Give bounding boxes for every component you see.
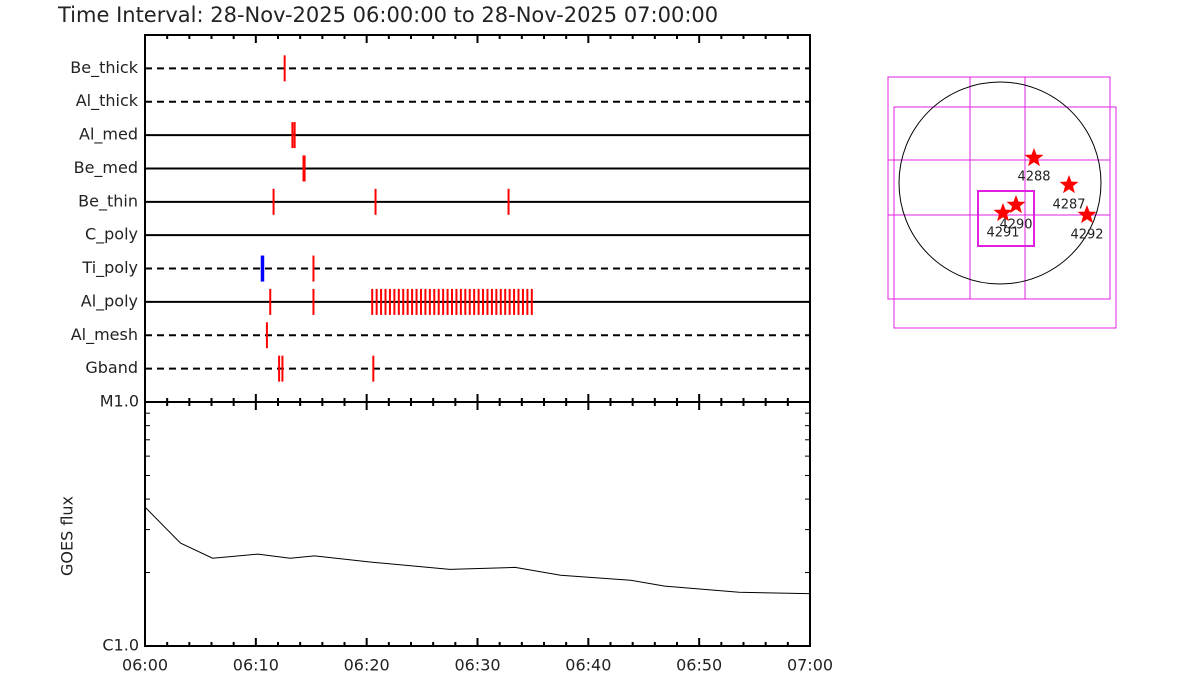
x-tick-label: 06:50 bbox=[676, 656, 722, 675]
row-label: Be_thick bbox=[70, 58, 138, 78]
region-label: 4287 bbox=[1052, 198, 1085, 213]
solar-limb bbox=[898, 81, 1102, 285]
row-label: Al_mesh bbox=[71, 325, 138, 345]
region-star bbox=[1077, 205, 1097, 224]
row-label: Be_med bbox=[74, 158, 138, 178]
fov-box bbox=[887, 76, 1111, 300]
x-tick-label: 06:40 bbox=[565, 656, 611, 675]
y-tick-label: M1.0 bbox=[100, 392, 139, 411]
panel-frame bbox=[144, 34, 811, 403]
row-label: Be_thin bbox=[78, 191, 138, 211]
region-star bbox=[1024, 148, 1044, 167]
chart-title: Time Interval: 28-Nov-2025 06:00:00 to 2… bbox=[57, 3, 718, 27]
panel-frame bbox=[144, 401, 811, 647]
row-label: Gband bbox=[85, 358, 138, 377]
region-label: 4291 bbox=[986, 226, 1019, 241]
row-label: Al_med bbox=[79, 125, 138, 145]
x-tick-label: 06:10 bbox=[233, 656, 279, 675]
goes-curve bbox=[144, 506, 810, 595]
x-tick-label: 06:30 bbox=[454, 656, 500, 675]
y-axis-label: GOES flux bbox=[58, 496, 77, 576]
row-label: Al_thick bbox=[76, 91, 139, 111]
region-star bbox=[1006, 195, 1026, 214]
fov-box bbox=[977, 190, 1035, 247]
region-star bbox=[1059, 175, 1079, 194]
y-tick-label: C1.0 bbox=[102, 636, 139, 655]
row-label: Al_poly bbox=[81, 291, 138, 311]
row-label: Ti_poly bbox=[81, 258, 138, 278]
region-label: 4288 bbox=[1017, 170, 1050, 185]
x-tick-label: 06:20 bbox=[344, 656, 390, 675]
sun-map bbox=[887, 76, 1117, 329]
region-star bbox=[993, 203, 1013, 222]
region-label: 4290 bbox=[999, 218, 1032, 233]
x-tick-label: 07:00 bbox=[787, 656, 833, 675]
fov-box bbox=[893, 106, 1117, 329]
x-tick-label: 06:00 bbox=[122, 656, 168, 675]
row-label: C_poly bbox=[85, 225, 138, 245]
region-label: 4292 bbox=[1070, 228, 1103, 243]
